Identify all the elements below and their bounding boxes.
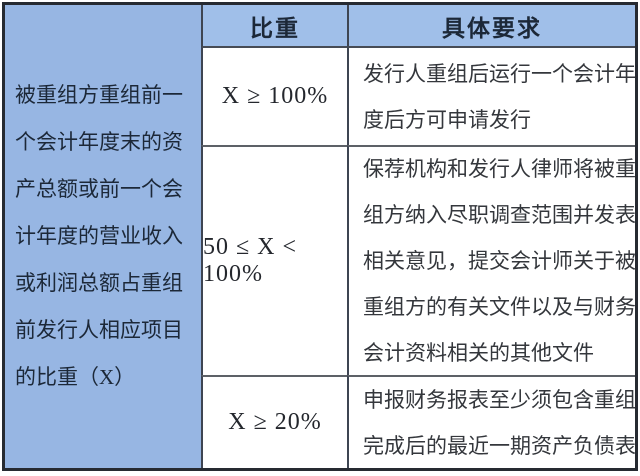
requirement-line: 保荐机构和发行人律师将被重 (363, 157, 635, 181)
row-header-line: 个会计年度末的资 (15, 130, 183, 154)
requirement-cell-row1: 发行人重组后运行一个会计年 度后方可申请发行 (347, 48, 635, 145)
ratio-value-row3: X ≥ 20% (201, 375, 347, 468)
ratio-value-row2: 50 ≤ X < 100% (201, 145, 347, 375)
row-header-line: 产总额或前一个会 (15, 177, 183, 201)
requirement-cell-row3: 申报财务报表至少须包含重组 完成后的最近一期资产负债表 (347, 375, 635, 468)
requirement-line: 相关意见，提交会计师关于被 (363, 249, 635, 273)
requirement-cell-row2: 保荐机构和发行人律师将被重 组方纳入尽职调查范围并发表 相关意见，提交会计师关于… (347, 145, 635, 375)
column-header-requirement: 具体要求 (347, 5, 635, 48)
row-header-line: 或利润总额占重组 (15, 271, 183, 295)
requirement-line: 重组方的有关文件以及与财务 (363, 295, 635, 319)
requirement-line: 申报财务报表至少须包含重组 (363, 387, 635, 412)
row-header-cell: 被重组方重组前一 个会计年度末的资 产总额或前一个会 计年度的营业收入 或利润总… (5, 5, 201, 468)
row-header-line: 前发行人相应项目 (15, 318, 183, 342)
row-header-line: 被重组方重组前一 (15, 83, 183, 107)
row-header-line: 的比重（X） (15, 365, 136, 389)
requirement-line: 度后方可申请发行 (363, 107, 531, 132)
ratio-value-row1: X ≥ 100% (201, 48, 347, 145)
reorg-requirements-table: 被重组方重组前一 个会计年度末的资 产总额或前一个会 计年度的营业收入 或利润总… (2, 2, 638, 471)
requirement-line: 会计资料相关的其他文件 (363, 341, 594, 365)
requirement-line: 发行人重组后运行一个会计年 (363, 61, 635, 86)
requirement-line: 完成后的最近一期资产负债表 (363, 433, 635, 458)
row-header-line: 计年度的营业收入 (15, 224, 183, 248)
requirement-line: 组方纳入尽职调查范围并发表 (363, 203, 635, 227)
column-header-ratio: 比重 (201, 5, 347, 48)
